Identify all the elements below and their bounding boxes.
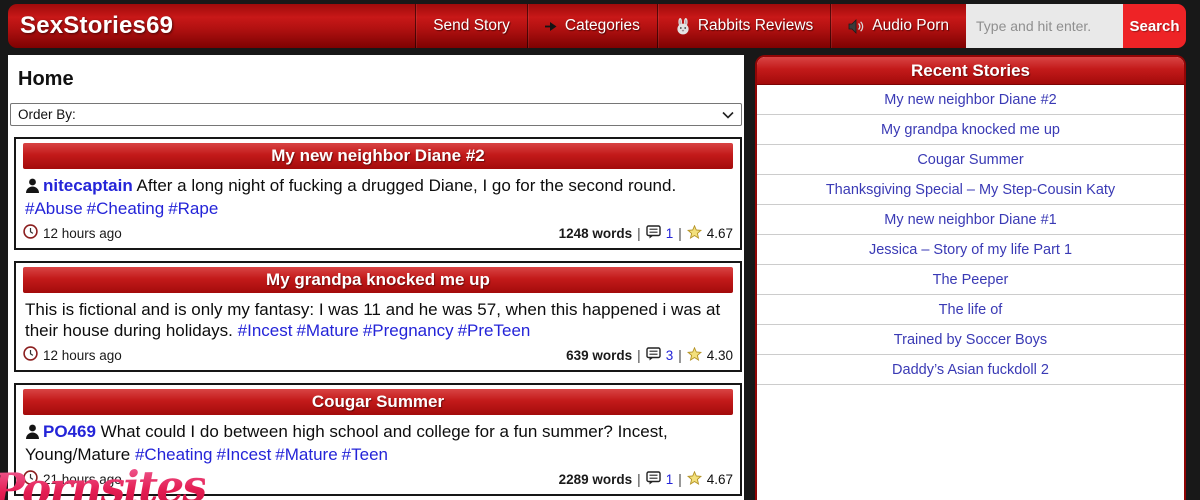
story-excerpt: nitecaptain After a long night of fuckin…: [25, 175, 731, 219]
rating-value: 4.67: [706, 471, 733, 487]
star-icon: [686, 224, 702, 242]
rabbit-icon: [675, 17, 691, 35]
nav-item-categories[interactable]: Categories: [526, 4, 657, 48]
site-logo[interactable]: SexStories69: [20, 12, 174, 39]
sidebar-link[interactable]: The Peeper: [757, 265, 1184, 295]
nav-spacer: [183, 4, 415, 48]
content-layout: Home Order By: My new neighbor Diane #2 …: [8, 55, 1186, 500]
nav-item-label: Rabbits Reviews: [697, 17, 814, 34]
story-time-text: 21 hours ago: [43, 471, 122, 487]
separator: |: [678, 225, 682, 241]
search-input[interactable]: [966, 4, 1123, 48]
story-author[interactable]: nitecaptain: [43, 176, 133, 195]
story-card: Cougar Summer PO469 What could I do betw…: [14, 383, 742, 496]
story-excerpt-text: After a long night of fucking a drugged …: [136, 176, 677, 195]
top-navbar: SexStories69 Send Story Categories Rabbi…: [8, 4, 1186, 48]
nav-item-audio-porn[interactable]: Audio Porn: [830, 4, 966, 48]
sidebar-link[interactable]: Thanksgiving Special – My Step-Cousin Ka…: [757, 175, 1184, 205]
sidebar-link[interactable]: Cougar Summer: [757, 145, 1184, 175]
star-icon: [686, 470, 702, 488]
story-tag[interactable]: #Cheating: [86, 199, 165, 218]
story-time-text: 12 hours ago: [43, 225, 122, 241]
story-stats: 639 words | 3 | 4.30: [566, 346, 733, 364]
word-count: 639 words: [566, 347, 633, 363]
story-author[interactable]: PO469: [43, 422, 96, 441]
arrow-right-icon: [544, 20, 558, 33]
separator: |: [678, 347, 682, 363]
story-time: 21 hours ago: [23, 470, 122, 488]
sidebar-link[interactable]: Daddy’s Asian fuckdoll 2: [757, 355, 1184, 385]
story-excerpt: This is fictional and is only my fantasy…: [25, 299, 731, 341]
sidebar-link[interactable]: My new neighbor Diane #2: [757, 85, 1184, 115]
story-card: My new neighbor Diane #2 nitecaptain Aft…: [14, 137, 742, 250]
story-tag[interactable]: #Teen: [341, 445, 388, 464]
order-by-label: Order By:: [18, 107, 76, 122]
sidebar-link[interactable]: Jessica – Story of my life Part 1: [757, 235, 1184, 265]
separator: |: [637, 347, 641, 363]
story-tag[interactable]: #Pregnancy: [362, 321, 454, 340]
rating-value: 4.67: [706, 225, 733, 241]
story-time: 12 hours ago: [23, 224, 122, 242]
sidebar-link[interactable]: The life of: [757, 295, 1184, 325]
sidebar-link[interactable]: My new neighbor Diane #1: [757, 205, 1184, 235]
sidebar-link[interactable]: Trained by Soccer Boys: [757, 325, 1184, 355]
story-footer: 21 hours ago 2289 words | 1 | 4.67: [23, 470, 733, 488]
clock-icon: [23, 346, 38, 364]
nav-item-label: Audio Porn: [872, 17, 949, 34]
chevron-down-icon: [722, 107, 734, 122]
story-card: My grandpa knocked me up This is fiction…: [14, 261, 742, 372]
story-excerpt-text: This is fictional and is only my fantasy…: [25, 300, 721, 340]
clock-icon: [23, 470, 38, 488]
comment-icon: [645, 346, 661, 364]
page-title: Home: [18, 68, 74, 90]
recent-stories-sidebar: Recent Stories My new neighbor Diane #2 …: [755, 55, 1186, 500]
story-tag[interactable]: #PreTeen: [457, 321, 531, 340]
sidebar-title: Recent Stories: [757, 57, 1184, 85]
story-excerpt-text: What could I do between high school and …: [25, 422, 668, 464]
separator: |: [637, 471, 641, 487]
separator: |: [637, 225, 641, 241]
story-tag[interactable]: #Cheating: [134, 445, 213, 464]
nav-item-rabbits-reviews[interactable]: Rabbits Reviews: [656, 4, 830, 48]
story-footer: 12 hours ago 1248 words | 1 | 4.67: [23, 224, 733, 242]
story-stats: 2289 words | 1 | 4.67: [558, 470, 733, 488]
sidebar-link[interactable]: My grandpa knocked me up: [757, 115, 1184, 145]
story-title[interactable]: Cougar Summer: [23, 389, 733, 415]
order-by-select[interactable]: Order By:: [10, 103, 742, 126]
story-stats: 1248 words | 1 | 4.67: [558, 224, 733, 242]
person-icon: [25, 178, 40, 197]
separator: |: [678, 471, 682, 487]
nav-item-send-story[interactable]: Send Story: [415, 4, 527, 48]
story-time: 12 hours ago: [23, 346, 122, 364]
story-footer: 12 hours ago 639 words | 3 | 4.30: [23, 346, 733, 364]
clock-icon: [23, 224, 38, 242]
story-title[interactable]: My new neighbor Diane #2: [23, 143, 733, 169]
story-tag[interactable]: #Rape: [168, 199, 219, 218]
person-icon: [25, 424, 40, 443]
comment-count[interactable]: 3: [665, 347, 674, 363]
word-count: 2289 words: [558, 471, 633, 487]
rating-value: 4.30: [706, 347, 733, 363]
comment-count[interactable]: 1: [665, 225, 674, 241]
story-tag[interactable]: #Mature: [275, 445, 338, 464]
star-icon: [686, 346, 702, 364]
story-tag[interactable]: #Mature: [296, 321, 359, 340]
story-time-text: 12 hours ago: [43, 347, 122, 363]
story-excerpt: PO469 What could I do between high schoo…: [25, 421, 731, 465]
story-tag[interactable]: #Incest: [216, 445, 272, 464]
story-tag[interactable]: #Abuse: [25, 199, 83, 218]
story-title[interactable]: My grandpa knocked me up: [23, 267, 733, 293]
nav-item-label: Categories: [564, 17, 640, 34]
comment-icon: [645, 224, 661, 242]
comment-icon: [645, 470, 661, 488]
word-count: 1248 words: [558, 225, 633, 241]
speaker-icon: [848, 18, 865, 34]
main-column: Home Order By: My new neighbor Diane #2 …: [8, 55, 744, 500]
story-tag[interactable]: #Incest: [237, 321, 293, 340]
search-button[interactable]: Search: [1123, 4, 1186, 48]
comment-count[interactable]: 1: [665, 471, 674, 487]
nav-item-label: Send Story: [433, 17, 510, 34]
